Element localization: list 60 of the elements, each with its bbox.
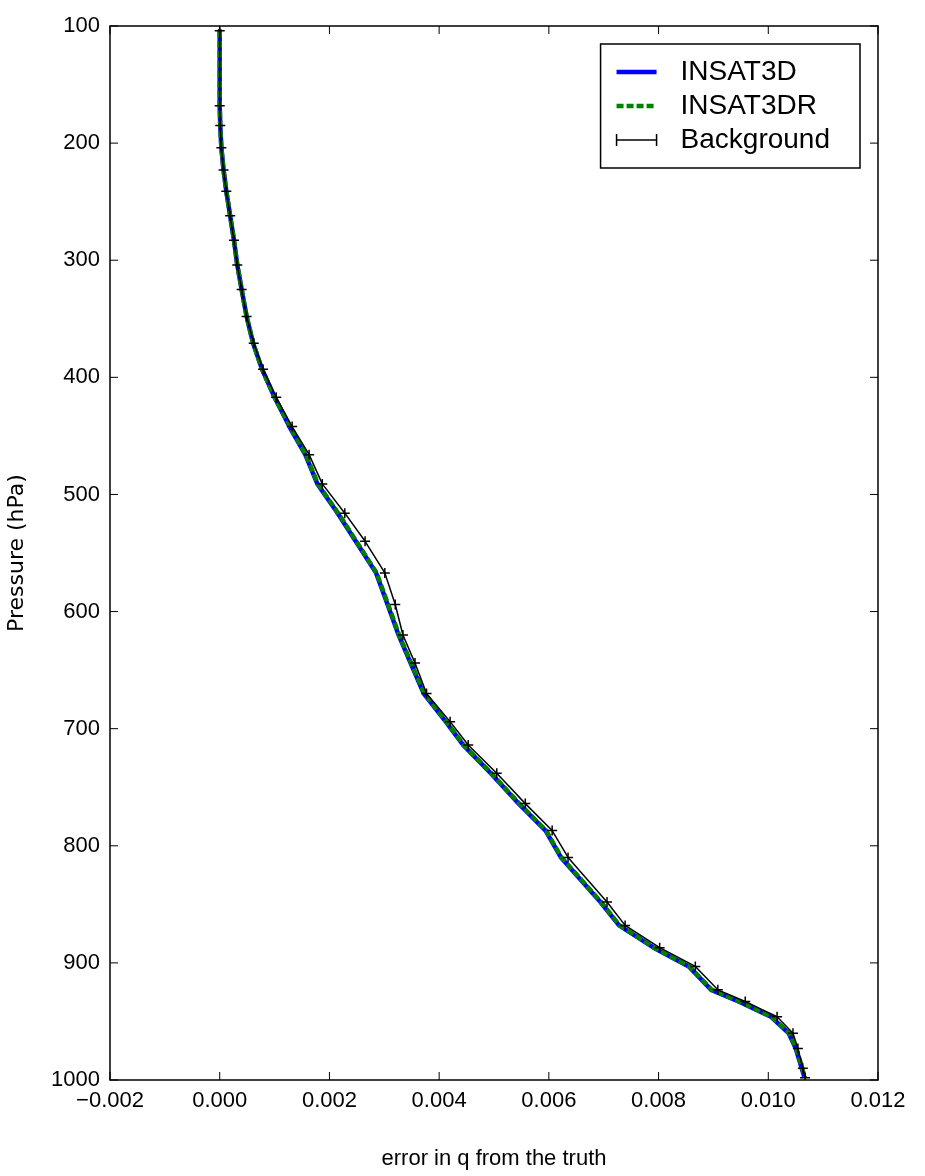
point: [240, 310, 253, 323]
point: [217, 164, 230, 176]
x-tick-label: 0.008: [631, 1087, 687, 1113]
y-tick-label: 200: [63, 129, 100, 155]
point: [359, 535, 371, 548]
point: [257, 363, 269, 375]
point: [490, 767, 503, 779]
legend-label: Background: [680, 122, 830, 154]
y-axis-title: Pressure (hPa): [2, 474, 28, 632]
point: [235, 283, 248, 296]
point: [214, 119, 227, 132]
point: [689, 960, 702, 973]
point: [224, 209, 236, 222]
point: [420, 687, 433, 700]
point: [653, 941, 666, 954]
y-tick-label: 800: [63, 831, 100, 857]
point: [739, 995, 751, 1008]
point: [797, 1062, 809, 1075]
x-tick-label: 0.000: [192, 1087, 248, 1113]
point: [397, 629, 409, 641]
point: [270, 391, 282, 403]
point: [228, 234, 240, 247]
point: [409, 657, 421, 669]
y-tick-label: 100: [63, 12, 100, 38]
x-tick-label: 0.004: [411, 1087, 467, 1113]
point: [462, 739, 474, 751]
point: [619, 919, 631, 932]
point: [712, 984, 724, 996]
point: [339, 507, 351, 519]
point: [519, 797, 532, 810]
x-tick-label: 0.010: [740, 1087, 796, 1113]
point: [379, 567, 391, 579]
point: [562, 851, 574, 864]
point: [215, 142, 228, 154]
point: [213, 99, 226, 112]
x-tick-label: 0.012: [850, 1087, 906, 1113]
point: [220, 185, 233, 197]
y-tick-label: 900: [63, 948, 100, 974]
point: [601, 896, 613, 908]
y-tick-label: 400: [63, 363, 100, 389]
y-tick-label: 500: [63, 480, 100, 506]
x-tick-label: 0.002: [301, 1087, 357, 1113]
point: [546, 824, 558, 837]
y-tick-label: 700: [63, 714, 100, 740]
point: [389, 598, 402, 611]
legend-label: INSAT3DR: [680, 88, 817, 120]
point: [787, 1027, 799, 1039]
legend-label: INSAT3D: [680, 54, 797, 86]
point: [231, 259, 244, 271]
y-tick-label: 300: [63, 246, 100, 272]
point: [316, 478, 329, 490]
x-axis-title: error in q from the truth: [381, 1144, 607, 1170]
point: [286, 420, 298, 433]
y-tick-label: 600: [63, 597, 100, 623]
point: [792, 1042, 804, 1055]
point: [247, 337, 260, 350]
point: [303, 448, 315, 461]
x-tick-label: 0.006: [521, 1087, 577, 1113]
point: [771, 1011, 783, 1023]
point: [444, 715, 456, 728]
